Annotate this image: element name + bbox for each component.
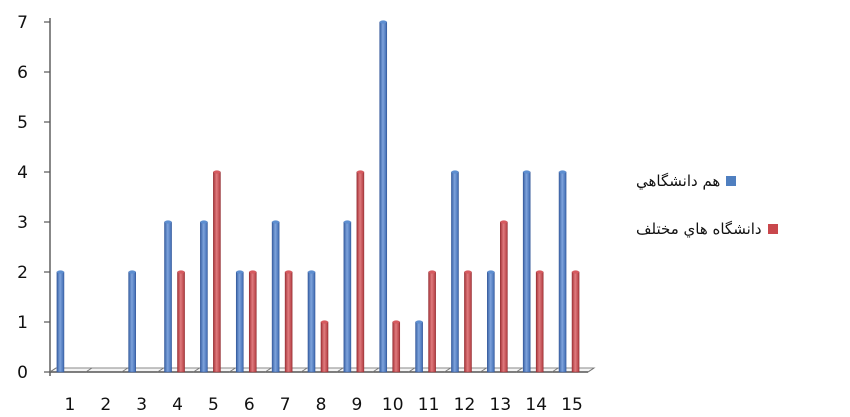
x-axis-separator [300, 367, 308, 373]
bar-series-1-cat-11 [415, 320, 423, 373]
x-tick-label: 8 [316, 395, 327, 415]
bar-series-2-cat-13 [500, 220, 508, 373]
x-axis-separator [121, 367, 129, 373]
y-tick-label: 6 [17, 63, 28, 83]
bar-series-2-cat-5 [213, 170, 221, 373]
x-axis-separator [157, 367, 164, 373]
y-axis-ticks: 0 1 2 3 4 5 6 7 [17, 13, 50, 383]
x-tick-label: 15 [561, 395, 583, 415]
x-axis-separator [49, 367, 57, 373]
x-tick-label: 10 [382, 395, 404, 415]
x-axis-separator [193, 367, 200, 373]
x-axis-separator [336, 367, 344, 373]
bar-series-2-cat-9 [356, 170, 365, 373]
legend-label-series-1: هم دانشگاهي [636, 172, 721, 190]
legend-item-series-2: دانشگاه هاي مختلف [636, 218, 846, 240]
y-tick-label: 4 [17, 163, 28, 183]
bar-series-2-cat-4 [177, 270, 185, 373]
bar-series-1-cat-15 [558, 170, 567, 373]
x-tick-label: 7 [280, 395, 291, 415]
x-tick-label: 11 [418, 395, 440, 415]
bar-series-1-cat-1 [56, 270, 65, 373]
bar-series-1-cat-14 [522, 170, 531, 373]
x-axis-separator [229, 367, 236, 373]
chart-bars [56, 20, 580, 373]
x-tick-label: 13 [490, 395, 512, 415]
y-tick-label: 3 [17, 213, 28, 233]
bar-series-2-cat-12 [464, 270, 472, 373]
x-tick-label: 9 [351, 395, 362, 415]
x-tick-label: 4 [172, 395, 183, 415]
bar-series-1-cat-5 [200, 220, 208, 373]
x-axis-separator [264, 367, 272, 373]
legend-swatch-series-1 [726, 176, 737, 186]
y-tick-label: 7 [17, 13, 28, 33]
legend-item-series-1: هم دانشگاهي [636, 170, 846, 192]
x-tick-label: 6 [244, 395, 255, 415]
chart-legend: هم دانشگاهي دانشگاه هاي مختلف [636, 170, 846, 266]
y-tick-label: 0 [17, 363, 28, 383]
x-tick-label: 12 [454, 395, 476, 415]
x-tick-label: 14 [525, 395, 547, 415]
x-axis-separator [515, 367, 523, 373]
bar-series-1-cat-3 [128, 270, 136, 373]
bar-series-2-cat-11 [428, 270, 436, 373]
legend-label-series-2: دانشگاه هاي مختلف [636, 220, 762, 238]
bar-series-2-cat-14 [535, 270, 544, 373]
bar-series-2-cat-7 [284, 270, 293, 373]
y-tick-label: 1 [17, 313, 28, 333]
bar-series-2-cat-15 [571, 270, 580, 373]
bar-series-1-cat-12 [451, 170, 459, 373]
bar-series-1-cat-9 [343, 220, 352, 373]
bar-series-2-cat-8 [320, 320, 329, 373]
x-axis-ticks: 1 2 3 4 5 6 7 8 9 10 11 12 13 14 15 [65, 395, 583, 415]
x-tick-label: 5 [208, 395, 219, 415]
x-axis-separator [480, 367, 487, 373]
bar-series-1-cat-13 [487, 270, 495, 373]
y-tick-label: 5 [17, 113, 28, 133]
x-axis-separator [587, 367, 595, 373]
bar-series-1-cat-7 [271, 220, 280, 373]
bar-series-2-cat-10 [392, 320, 401, 373]
x-axis-separator [85, 367, 93, 373]
x-tick-label: 2 [100, 395, 111, 415]
x-axis-separator [444, 367, 451, 373]
legend-swatch-series-2 [767, 224, 778, 234]
bar-series-1-cat-4 [164, 220, 172, 373]
x-tick-label: 1 [65, 395, 76, 415]
x-axis-separator [372, 367, 380, 373]
bar-series-1-cat-10 [379, 20, 388, 373]
x-axis-separator [551, 367, 559, 373]
bar-series-2-cat-6 [248, 270, 257, 373]
x-axis-separator [408, 367, 415, 373]
x-tick-label: 3 [136, 395, 147, 415]
bar-series-1-cat-6 [235, 270, 244, 373]
y-tick-label: 2 [17, 263, 28, 283]
bar-series-1-cat-8 [307, 270, 316, 373]
